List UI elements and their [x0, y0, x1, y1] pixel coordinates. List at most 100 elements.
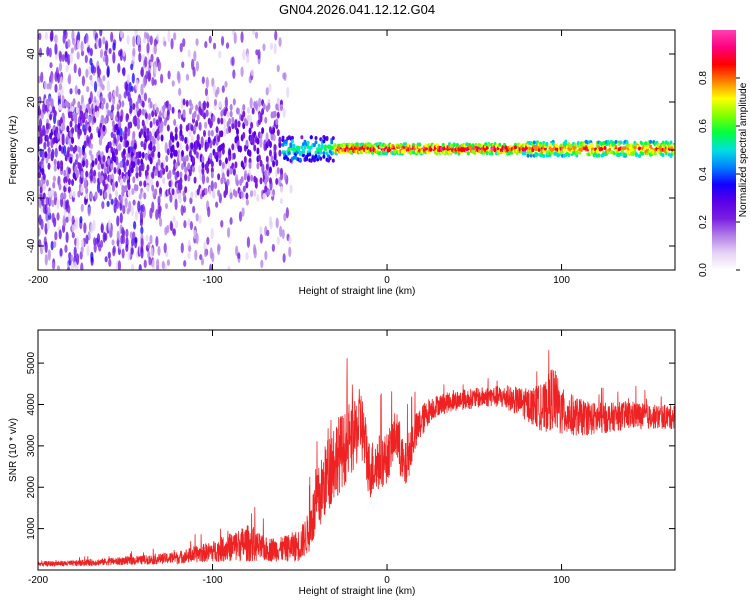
- spectrogram-cell: [40, 206, 44, 213]
- spectrogram-cell: [198, 164, 202, 174]
- spectrogram-band-cell: [140, 163, 144, 171]
- spectrogram-band-cell: [140, 158, 144, 166]
- spectrogram-cell: [259, 136, 263, 148]
- spectrogram-cell: [119, 212, 123, 224]
- spectrogram-cell: [119, 30, 123, 39]
- spectrogram-cell: [66, 266, 71, 270]
- spectrogram-cell: [181, 61, 185, 69]
- spectrogram-cell: [133, 220, 137, 230]
- spectrogram-band-cell: [224, 157, 228, 165]
- spectrogram-cell: [109, 227, 113, 239]
- spectrogram-band-cell: [159, 187, 163, 195]
- spectrogram-cell: [64, 244, 68, 253]
- spectrogram-cell: [125, 228, 129, 238]
- spectrogram-cell: [63, 209, 67, 217]
- spectrogram-cell: [123, 161, 127, 173]
- spectrogram-band-cell: [242, 131, 246, 139]
- spectrogram-cell: [73, 63, 77, 74]
- spectrogram-x-tick-label: -100: [203, 275, 223, 286]
- spectrogram-band-cell: [141, 151, 145, 159]
- spectrogram-band-cell: [127, 183, 131, 191]
- spectrogram-cell: [83, 222, 87, 234]
- spectrogram-band-cell: [38, 125, 42, 133]
- spectrogram-cell: [183, 220, 187, 229]
- spectrogram-cell: [63, 145, 67, 156]
- spectrogram-band-cell: [44, 104, 48, 112]
- spectrogram-band-cell: [80, 110, 84, 118]
- spectrogram-cell: [59, 76, 63, 85]
- spectrogram-band-cell: [279, 185, 283, 193]
- spectrogram-y-ticks: -40 -20 0 20 40: [26, 48, 675, 253]
- spectrogram-band-cell: [107, 157, 111, 165]
- spectrogram-band-cell: [99, 188, 103, 196]
- spectrogram-band-cell: [328, 156, 332, 161]
- spectrogram-cell: [132, 199, 136, 206]
- spectrogram-cell: [93, 243, 97, 253]
- spectrogram-band-cell: [649, 144, 653, 149]
- spectrogram-band-cell: [242, 103, 246, 111]
- spectrogram-band-cell: [93, 115, 97, 123]
- spectrogram-y-tick-label: 0: [26, 147, 37, 153]
- spectrogram-band-cell: [217, 135, 221, 143]
- spectrogram-band-cell: [322, 154, 326, 159]
- spectrogram-cell: [58, 83, 62, 91]
- spectrogram-cell: [54, 33, 59, 45]
- spectrogram-band-cell: [620, 149, 624, 154]
- spectrogram-cell: [151, 259, 156, 270]
- spectrogram-x-label: Height of straight line (km): [299, 286, 416, 297]
- spectrogram-band-cell: [528, 146, 532, 151]
- spectrogram-band-cell: [50, 151, 54, 159]
- spectrogram-band-cell: [38, 171, 42, 179]
- spectrogram-band-cell: [130, 166, 134, 174]
- spectrogram-band-cell: [206, 101, 210, 109]
- spectrogram-band-cell: [127, 169, 131, 177]
- spectrogram-band-cell: [232, 152, 236, 160]
- spectrogram-cell: [283, 172, 287, 181]
- spectrogram-band-cell: [45, 179, 49, 187]
- spectrogram-band-cell: [56, 132, 60, 140]
- spectrogram-band-cell: [135, 171, 139, 179]
- spectrogram-cell: [104, 256, 108, 263]
- spectrogram-band-cell: [402, 149, 406, 154]
- spectrogram-cell: [240, 31, 244, 43]
- spectrogram-cell: [102, 56, 106, 63]
- spectrogram-band-cell: [85, 187, 89, 195]
- spectrogram-cell: [169, 193, 173, 203]
- spectrogram-band-cell: [669, 140, 673, 145]
- spectrogram-band-cell: [264, 185, 268, 193]
- spectrogram-band-cell: [279, 104, 283, 112]
- spectrogram-band-cell: [67, 178, 71, 186]
- spectrogram-band-cell: [529, 153, 533, 158]
- spectrogram-band-cell: [196, 134, 200, 142]
- spectrogram-band-cell: [67, 167, 71, 175]
- spectrogram-band-cell: [235, 179, 239, 187]
- spectrogram-band-cell: [484, 142, 488, 147]
- spectrogram-band-cell: [625, 139, 629, 144]
- spectrogram-band-cell: [281, 135, 285, 140]
- spectrogram-band-cell: [176, 170, 180, 178]
- spectrogram-cell: [73, 246, 77, 258]
- spectrogram-band-cell: [116, 110, 120, 118]
- spectrogram-cell: [107, 184, 111, 195]
- spectrogram-cell: [121, 248, 125, 259]
- spectrogram-band-cell: [141, 100, 145, 108]
- spectrogram-cell: [122, 50, 126, 57]
- spectrogram-cell: [140, 247, 144, 259]
- spectrogram-cell: [151, 77, 155, 87]
- spectrogram-band-cell: [253, 189, 257, 197]
- spectrogram-cell: [70, 254, 74, 262]
- spectrogram-cell: [96, 77, 100, 88]
- spectrogram-band-cell: [45, 122, 49, 130]
- spectrogram-band-cell: [202, 129, 206, 137]
- spectrogram-band-cell: [74, 112, 78, 120]
- spectrogram-cell: [150, 53, 154, 63]
- spectrogram-band-cell: [124, 184, 128, 192]
- spectrogram-band-cell: [102, 97, 106, 105]
- spectrogram-cell: [116, 215, 120, 227]
- spectrogram-band-cell: [149, 101, 153, 109]
- spectrogram-band-cell: [56, 160, 60, 168]
- spectrogram-band-cell: [234, 190, 238, 198]
- spectrogram-band-cell: [487, 143, 491, 148]
- spectrogram-cell: [262, 43, 266, 52]
